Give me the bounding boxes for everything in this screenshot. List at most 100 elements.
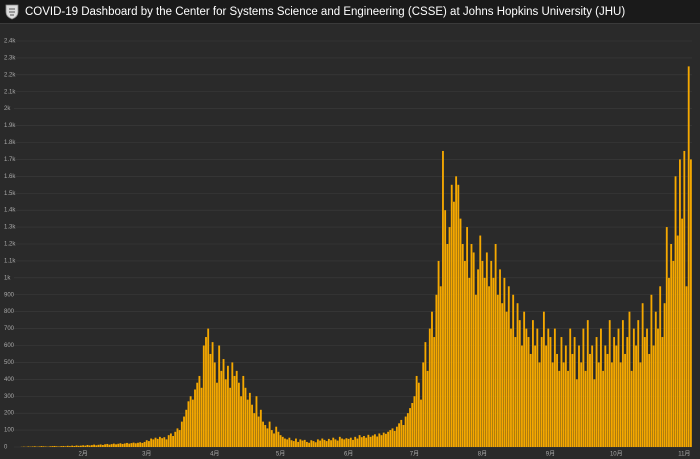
bar bbox=[349, 437, 352, 447]
bar bbox=[420, 399, 422, 447]
bar bbox=[251, 404, 253, 447]
bar bbox=[117, 443, 120, 447]
bar bbox=[314, 442, 317, 447]
bar bbox=[448, 227, 451, 447]
bar bbox=[343, 439, 346, 447]
bar bbox=[139, 442, 142, 447]
bar bbox=[275, 426, 278, 447]
bar bbox=[637, 320, 640, 447]
bar bbox=[512, 294, 515, 447]
y-tick-label: 2.2k bbox=[4, 72, 16, 78]
bar bbox=[400, 419, 403, 447]
bar bbox=[569, 328, 572, 447]
bar bbox=[152, 439, 155, 447]
bar bbox=[297, 441, 300, 447]
bar bbox=[584, 370, 587, 447]
bar bbox=[187, 401, 190, 447]
bar bbox=[64, 446, 67, 447]
bar bbox=[369, 436, 372, 447]
bar bbox=[356, 438, 359, 447]
bar bbox=[69, 446, 71, 447]
bar bbox=[185, 409, 188, 447]
bar bbox=[86, 444, 89, 447]
bar bbox=[496, 294, 499, 447]
bar bbox=[648, 353, 651, 447]
bar bbox=[227, 365, 229, 447]
bar bbox=[422, 362, 425, 447]
y-tick-label: 400 bbox=[4, 377, 15, 383]
bar bbox=[411, 403, 414, 447]
y-tick-label: 1.8k bbox=[4, 140, 16, 146]
bar bbox=[582, 328, 585, 447]
bar bbox=[547, 328, 550, 447]
y-tick-label: 900 bbox=[4, 292, 15, 298]
bar bbox=[367, 434, 370, 447]
y-tick-label: 2.4k bbox=[4, 39, 16, 45]
bar bbox=[196, 382, 199, 447]
bar bbox=[529, 353, 532, 447]
x-tick-label: 4月 bbox=[210, 451, 219, 458]
bar bbox=[257, 416, 260, 447]
bar bbox=[545, 345, 548, 447]
bar bbox=[527, 337, 530, 447]
bar bbox=[163, 437, 166, 447]
bar bbox=[542, 311, 545, 447]
bar bbox=[573, 337, 576, 447]
bar bbox=[66, 445, 69, 447]
bar bbox=[391, 428, 394, 447]
bar bbox=[165, 439, 168, 447]
bar bbox=[327, 438, 330, 447]
bar bbox=[218, 345, 221, 447]
bar bbox=[363, 436, 365, 447]
bar bbox=[560, 337, 563, 447]
bar bbox=[358, 435, 361, 447]
bar bbox=[141, 442, 144, 447]
bar bbox=[233, 375, 236, 447]
y-tick-label: 1.5k bbox=[4, 191, 16, 197]
bar bbox=[668, 277, 670, 447]
bar bbox=[389, 430, 392, 447]
bar bbox=[145, 440, 148, 447]
bar bbox=[431, 311, 433, 447]
bar bbox=[237, 382, 240, 447]
bar bbox=[51, 446, 54, 447]
bar bbox=[472, 252, 475, 447]
bar bbox=[514, 337, 517, 447]
bar bbox=[158, 436, 161, 447]
bar bbox=[106, 443, 109, 447]
bar bbox=[413, 396, 416, 447]
bar bbox=[435, 294, 438, 447]
bar bbox=[62, 445, 65, 447]
bar bbox=[97, 444, 100, 447]
x-tick-label: 7月 bbox=[410, 451, 419, 458]
bar bbox=[606, 353, 609, 447]
bar bbox=[494, 244, 497, 447]
bar bbox=[126, 442, 128, 447]
bar bbox=[58, 446, 60, 447]
bar bbox=[176, 428, 179, 447]
bar bbox=[518, 320, 521, 447]
y-tick-label: 300 bbox=[4, 394, 15, 400]
bar bbox=[665, 227, 668, 447]
bar bbox=[444, 210, 447, 447]
y-tick-label: 0 bbox=[4, 445, 8, 451]
x-tick-label: 3月 bbox=[142, 451, 151, 458]
bar bbox=[216, 382, 218, 447]
bar bbox=[595, 337, 598, 447]
bar bbox=[409, 408, 411, 447]
bar bbox=[580, 362, 583, 447]
bar bbox=[415, 375, 418, 447]
bar bbox=[492, 277, 495, 447]
bar bbox=[380, 435, 383, 447]
bar bbox=[174, 431, 177, 447]
bar bbox=[220, 370, 223, 447]
bar bbox=[626, 337, 629, 447]
bar bbox=[130, 443, 133, 447]
y-tick-label: 1.9k bbox=[4, 123, 16, 129]
bar bbox=[248, 392, 251, 447]
bar bbox=[53, 445, 56, 447]
bar bbox=[635, 345, 637, 447]
bar bbox=[143, 441, 146, 447]
bar bbox=[246, 399, 249, 447]
bar bbox=[242, 375, 245, 447]
